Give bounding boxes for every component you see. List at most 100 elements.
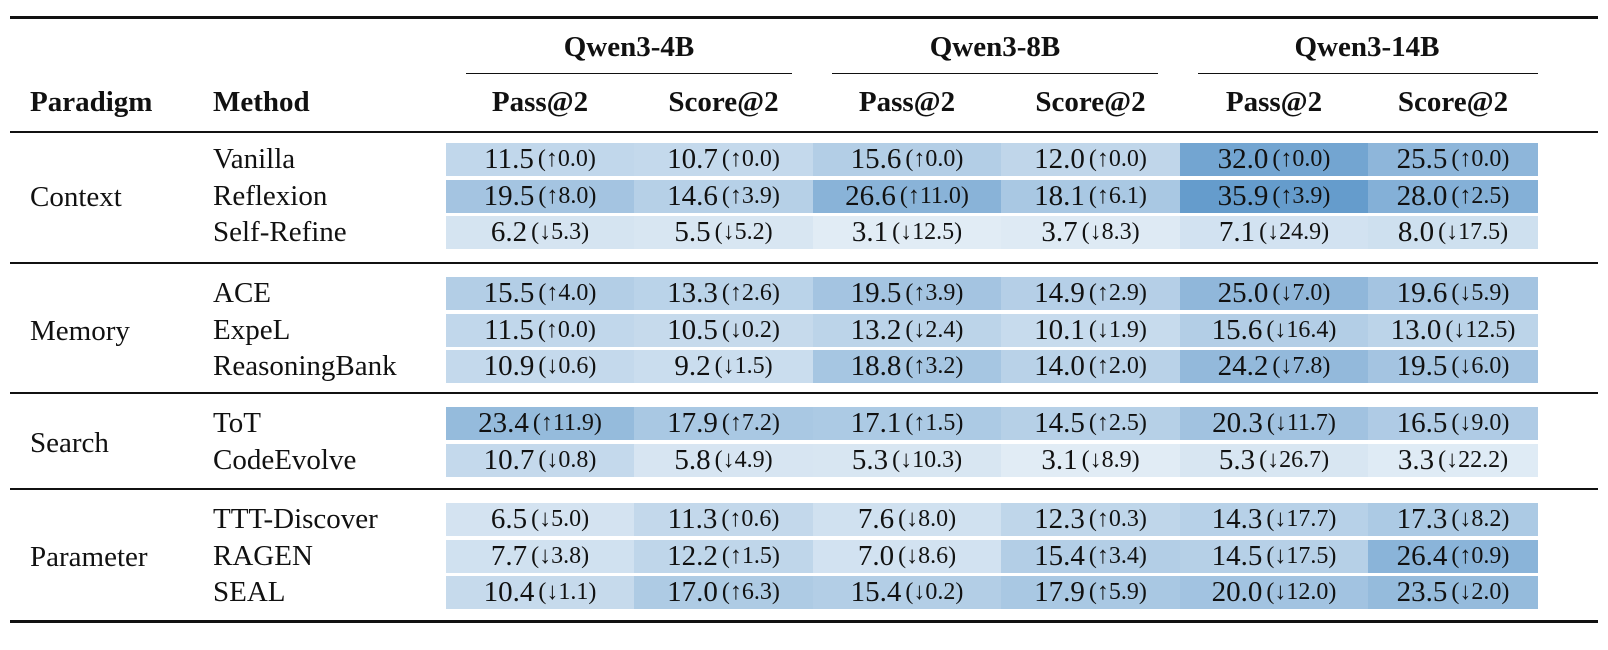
cell-value: 23.5 <box>1396 576 1448 608</box>
table-cell: 15.6 (↑0.0) <box>813 143 1001 176</box>
cell-delta: (↓22.2) <box>1438 446 1509 473</box>
cell-delta: (↓8.9) <box>1081 446 1140 473</box>
cell-value: 10.7 <box>667 143 718 175</box>
group-separator <box>10 392 1598 394</box>
cell-value: 3.3 <box>1397 443 1435 476</box>
cell-delta: (↑3.9) <box>905 280 964 306</box>
table-cell: 25.5 (↑0.0) <box>1368 143 1538 176</box>
cell-value: 10.5 <box>667 313 718 346</box>
table-cell: 18.1 (↑6.1) <box>1001 179 1180 213</box>
table-cell: 7.1 (↓24.9) <box>1180 216 1368 249</box>
cell-value: 20.3 <box>1212 407 1263 439</box>
cell-value: 17.9 <box>1034 576 1085 608</box>
cell-value: 3.7 <box>1041 216 1078 248</box>
table-cell: 12.3 (↑0.3) <box>1001 503 1180 536</box>
table-cell: 13.3 (↑2.6) <box>634 277 813 310</box>
cell-value: 14.5 <box>1034 407 1085 439</box>
method-label: TTT-Discover <box>213 503 378 535</box>
cell-delta: (↓7.8) <box>1272 353 1331 379</box>
cell-delta: (↓17.7) <box>1266 506 1337 532</box>
metric-header: Score@2 <box>668 86 779 118</box>
cell-delta: (↓1.5) <box>714 353 773 379</box>
paradigm-label: Memory <box>30 314 130 347</box>
cell-value: 8.0 <box>1397 216 1435 248</box>
method-label: CodeEvolve <box>213 443 357 476</box>
table-cell: 20.3 (↓11.7) <box>1180 407 1368 440</box>
cell-value: 7.1 <box>1218 216 1256 248</box>
cell-value: 10.9 <box>483 350 535 382</box>
header-rule <box>10 131 1598 133</box>
cell-delta: (↓12.5) <box>1445 316 1516 343</box>
table-cell: 23.4 (↑11.9) <box>446 407 634 440</box>
table-cell: 19.5 (↓6.0) <box>1368 350 1538 383</box>
method-label: Vanilla <box>213 143 296 175</box>
cell-value: 11.5 <box>484 313 534 346</box>
model-underline <box>466 73 792 74</box>
method-label: RAGEN <box>213 539 313 572</box>
cell-delta: (↓17.5) <box>1438 219 1509 245</box>
cell-value: 24.2 <box>1217 350 1269 382</box>
cell-delta: (↓5.0) <box>531 506 590 532</box>
cell-delta: (↑3.9) <box>1272 182 1331 209</box>
cell-delta: (↑2.5) <box>1088 410 1147 436</box>
cell-delta: (↑0.6) <box>721 506 780 532</box>
cell-value: 19.5 <box>483 179 535 212</box>
cell-delta: (↑0.0) <box>1451 146 1510 172</box>
table-cell: 10.5 (↓0.2) <box>634 313 813 347</box>
table-cell: 24.2 (↓7.8) <box>1180 350 1368 383</box>
cell-value: 7.0 <box>857 539 895 572</box>
cell-value: 10.7 <box>483 443 535 476</box>
cell-value: 14.6 <box>667 179 718 212</box>
cell-value: 10.4 <box>483 576 535 608</box>
cell-delta: (↓12.0) <box>1266 579 1337 605</box>
method-label: ACE <box>213 277 271 309</box>
cell-value: 7.6 <box>857 503 895 535</box>
cell-delta: (↓5.3) <box>531 219 590 245</box>
table-cell: 16.5 (↓9.0) <box>1368 407 1538 440</box>
table-cell: 35.9 (↑3.9) <box>1180 179 1368 213</box>
cell-value: 26.4 <box>1396 539 1448 572</box>
metric-header: Pass@2 <box>491 86 589 118</box>
table-cell: 12.2 (↑1.5) <box>634 539 813 573</box>
table-cell: 14.0 (↑2.0) <box>1001 350 1180 383</box>
cell-value: 5.3 <box>851 443 889 476</box>
cell-delta: (↑3.2) <box>905 353 964 379</box>
cell-delta: (↓11.7) <box>1266 410 1336 436</box>
cell-value: 12.2 <box>667 539 718 572</box>
cell-value: 17.9 <box>667 407 718 439</box>
model-underline <box>832 73 1158 74</box>
table-cell: 15.6 (↓16.4) <box>1180 313 1368 347</box>
table-cell: 3.3 (↓22.2) <box>1368 443 1538 477</box>
table-cell: 5.3 (↓10.3) <box>813 443 1001 477</box>
table-cell: 14.5 (↓17.5) <box>1180 539 1368 573</box>
cell-delta: (↑11.9) <box>532 410 602 436</box>
cell-value: 15.6 <box>850 143 902 175</box>
table-cell: 11.5 (↑0.0) <box>446 143 634 176</box>
cell-value: 5.3 <box>1218 443 1256 476</box>
cell-delta: (↓26.7) <box>1259 446 1330 473</box>
cell-value: 11.5 <box>484 143 534 175</box>
cell-value: 5.5 <box>674 216 711 248</box>
metric-header: Score@2 <box>1035 86 1146 118</box>
table-cell: 13.2 (↓2.4) <box>813 313 1001 347</box>
table-cell: 26.6 (↑11.0) <box>813 179 1001 213</box>
cell-value: 12.0 <box>1034 143 1085 175</box>
cell-delta: (↓0.2) <box>721 316 780 343</box>
table-cell: 7.7 (↓3.8) <box>446 539 634 573</box>
table-cell: 10.7 (↑0.0) <box>634 143 813 176</box>
table-cell: 18.8 (↑3.2) <box>813 350 1001 383</box>
cell-delta: (↑4.0) <box>538 280 597 306</box>
paradigm-header: Paradigm <box>30 86 153 118</box>
cell-value: 28.0 <box>1396 179 1448 212</box>
cell-value: 7.7 <box>490 539 528 572</box>
cell-value: 23.4 <box>478 407 529 439</box>
cell-value: 9.2 <box>674 350 711 382</box>
cell-delta: (↓16.4) <box>1266 316 1337 343</box>
paradigm-label: Context <box>30 180 122 213</box>
cell-delta: (↑0.0) <box>721 146 780 172</box>
cell-delta: (↓5.2) <box>714 219 773 245</box>
cell-value: 5.8 <box>674 443 711 476</box>
cell-delta: (↓0.2) <box>905 579 964 605</box>
cell-value: 19.6 <box>1396 277 1448 309</box>
cell-delta: (↑3.9) <box>721 182 780 209</box>
